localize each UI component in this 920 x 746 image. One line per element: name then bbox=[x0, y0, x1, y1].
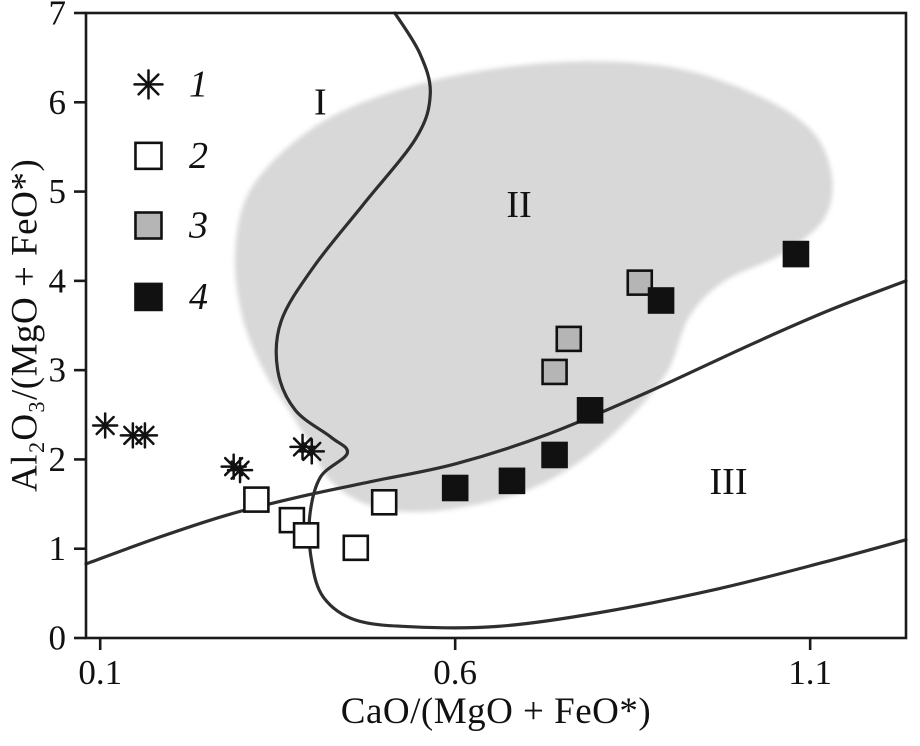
region-label-II: II bbox=[506, 184, 531, 226]
axis-frame-layer bbox=[84, 11, 908, 640]
marker-series4-4 bbox=[576, 397, 604, 424]
marker-series4-2 bbox=[498, 467, 526, 495]
legend-layer: 1 2 3 4 bbox=[133, 63, 208, 318]
legend-symbol-3 bbox=[134, 211, 163, 240]
marker-series3-3 bbox=[626, 269, 654, 296]
marker-series3-2 bbox=[555, 325, 583, 353]
boundary-curve-layer bbox=[84, 11, 908, 630]
y-tick-label-7: 7 bbox=[49, 0, 67, 33]
y-tick-label-4: 4 bbox=[49, 261, 67, 300]
marker-series3-1 bbox=[541, 358, 568, 386]
legend-label-3: 3 bbox=[188, 205, 208, 247]
marker-series2-3 bbox=[292, 522, 320, 549]
data-marker-layer bbox=[91, 240, 810, 562]
y-tick-label-6: 6 bbox=[49, 83, 67, 122]
legend-symbol-2 bbox=[134, 141, 163, 171]
y-tick-label-0: 0 bbox=[49, 619, 67, 658]
y-tick-label-3: 3 bbox=[49, 351, 67, 390]
y-tick-label-2: 2 bbox=[49, 440, 67, 479]
x-tick-label-0.6: 0.6 bbox=[433, 653, 477, 692]
y-axis-title: Al₂O₃/(MgO + FeO*) bbox=[4, 158, 46, 493]
tick-layer: 0 1 2 3 4 5 6 7 0.1 0.6 1.1 bbox=[49, 0, 833, 692]
legend-label-1: 1 bbox=[189, 63, 208, 105]
legend-label-4: 4 bbox=[189, 276, 208, 318]
marker-series1-3 bbox=[131, 422, 159, 449]
region-label-I: I bbox=[314, 81, 327, 123]
marker-series1-1 bbox=[91, 412, 119, 439]
marker-series4-6 bbox=[782, 240, 810, 268]
field-II-envelope bbox=[234, 61, 833, 512]
legend-symbol-4 bbox=[134, 282, 163, 312]
y-tick-label-5: 5 bbox=[49, 172, 67, 211]
legend-symbol-1 bbox=[133, 69, 164, 100]
x-tick-label-1.1: 1.1 bbox=[788, 653, 832, 692]
field-I-II-and-bottom-boundary bbox=[274, 11, 908, 630]
marker-series4-5 bbox=[647, 287, 675, 314]
legend-label-2: 2 bbox=[189, 135, 208, 177]
marker-series4-3 bbox=[541, 441, 568, 469]
marker-series4-1 bbox=[441, 474, 469, 502]
marker-series1-7 bbox=[298, 438, 326, 465]
marker-series2-4 bbox=[342, 534, 370, 562]
marker-series2-1 bbox=[243, 486, 270, 513]
field-shade-layer bbox=[234, 61, 833, 512]
marker-series1-5 bbox=[226, 456, 254, 484]
x-axis-title: CaO/(MgO + FeO*) bbox=[340, 691, 652, 732]
plot-frame bbox=[84, 11, 908, 640]
x-tick-label-0.1: 0.1 bbox=[78, 653, 122, 692]
field-III-upper-boundary bbox=[84, 279, 908, 566]
region-label-III: III bbox=[710, 461, 748, 503]
y-tick-label-1: 1 bbox=[49, 529, 67, 568]
marker-series2-5 bbox=[370, 488, 398, 516]
